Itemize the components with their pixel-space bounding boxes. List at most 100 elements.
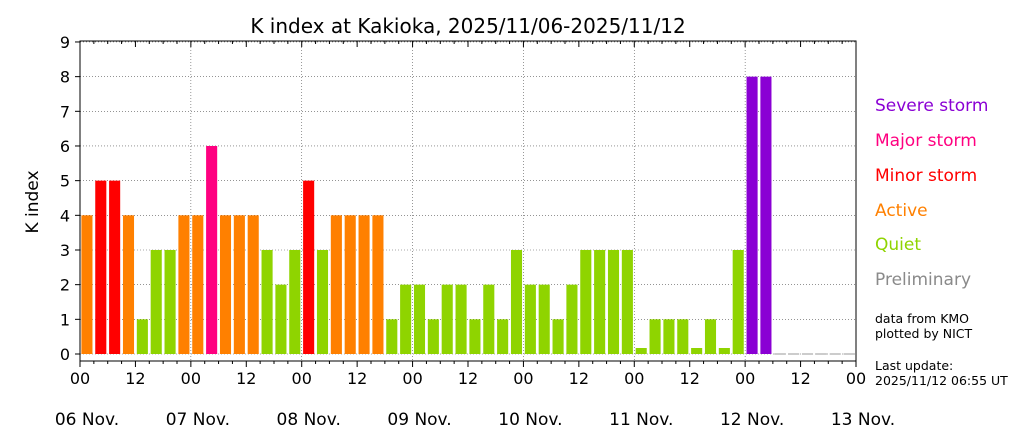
k-bar [219,215,232,354]
x-hour-label: 12 [125,369,145,388]
x-date-label: 12 Nov. [720,410,784,430]
x-date-label: 10 Nov. [498,410,562,430]
k-bar [178,215,190,354]
k-bar [81,215,93,354]
legend-quiet: Quiet [875,235,922,255]
k-bar [136,319,148,354]
k-bar [594,249,606,354]
source-line-1: data from KMO [875,311,970,326]
y-tick-label: 6 [60,137,70,156]
k-bar [358,215,370,354]
x-hour-label: 12 [347,369,367,388]
x-hour-label: 00 [70,369,90,388]
y-tick-label: 9 [60,33,70,52]
k-bar [303,180,315,354]
x-hour-label: 12 [680,369,700,388]
y-tick-label: 0 [60,345,70,364]
k-bar [122,215,135,354]
k-bar [261,249,273,354]
k-bar [275,284,287,354]
y-tick-label: 3 [60,241,70,260]
legend-severe-storm: Severe storm [875,96,989,116]
legend-minor-storm: Minor storm [875,166,978,186]
k-bar [663,319,675,354]
source-line-2: plotted by NICT [875,326,973,341]
x-hour-label: 12 [236,369,256,388]
x-hour-label: 00 [181,369,201,388]
axes [75,40,857,367]
k-bar [330,215,342,354]
x-hour-label: 00 [292,369,312,388]
x-hour-label: 00 [402,369,422,388]
k-bar [718,348,730,354]
k-bar [732,249,744,354]
k-bar [497,319,509,354]
k-bar [441,284,453,354]
k-bar [206,145,218,354]
k-bar [607,249,620,354]
k-bar [289,249,301,354]
k-bar [621,249,633,354]
x-hour-label: 12 [569,369,589,388]
k-bar [95,180,107,354]
x-date-label: 08 Nov. [277,410,341,430]
k-bar [109,180,121,354]
y-tick-label: 8 [60,68,70,87]
x-hour-label: 12 [458,369,478,388]
k-bar [649,319,661,354]
x-hour-label: 00 [624,369,644,388]
k-bar [552,319,564,354]
k-bar [469,319,481,354]
x-date-label: 13 Nov. [831,410,895,430]
k-bar [344,215,356,354]
y-tick-label: 7 [60,102,70,121]
k-bar [635,348,647,354]
k-bar [677,319,689,354]
k-bar [233,215,245,354]
y-tick-label: 5 [60,172,70,191]
y-tick-label: 1 [60,310,70,329]
y-tick-label: 4 [60,206,70,225]
k-bar [192,215,204,354]
y-tick-label: 2 [60,276,70,295]
legend-active: Active [875,201,928,221]
k-bar [247,215,259,354]
k-bar [580,249,592,354]
data-source-note: data from KMO plotted by NICT [875,311,972,341]
y-axis-label: K index [23,170,43,233]
k-bar [538,284,550,354]
x-hour-label: 12 [790,369,810,388]
k-bar [455,284,467,354]
x-date-label: 09 Nov. [387,410,451,430]
k-bar [566,284,578,354]
k-bar [150,249,162,354]
x-hour-label: 00 [735,369,755,388]
update-line-1: Last update: [875,358,954,373]
k-bar [510,249,523,354]
last-update-note: Last update: 2025/11/12 06:55 UT [875,358,1008,388]
k-bar [386,319,398,354]
update-line-2: 2025/11/12 06:55 UT [875,373,1008,388]
k-bar [760,76,772,354]
legend-major-storm: Major storm [875,131,977,151]
k-bar [164,249,176,354]
k-bar [746,76,758,354]
k-bar [413,284,426,354]
k-bar [427,319,439,354]
x-date-label: 07 Nov. [166,410,230,430]
k-bar [483,284,495,354]
legend-preliminary: Preliminary [875,270,971,290]
k-bar [704,319,717,354]
bars [81,76,855,355]
k-bar [372,215,384,354]
k-bar [400,284,412,354]
chart-title: K index at Kakioka, 2025/11/06-2025/11/1… [250,14,685,38]
x-date-label: 11 Nov. [609,410,673,430]
x-hour-label: 00 [513,369,533,388]
k-bar [316,249,329,354]
x-date-label: 06 Nov. [55,410,119,430]
x-hour-label: 00 [846,369,866,388]
k-bar [524,284,536,354]
